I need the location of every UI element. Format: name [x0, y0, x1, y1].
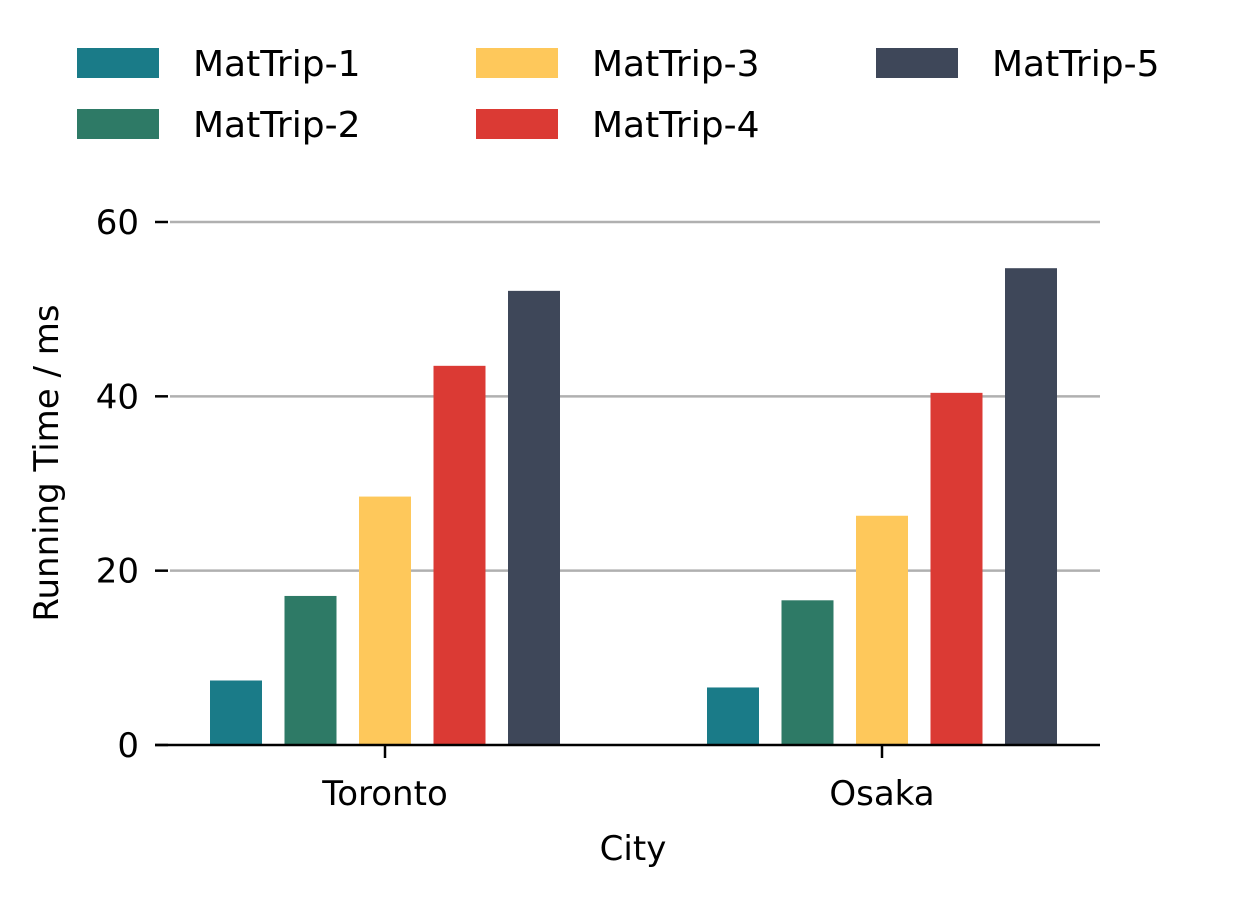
- bar-mattrip-4-toronto: [433, 365, 486, 745]
- bar-mattrip-2-osaka: [781, 600, 834, 745]
- bar-mattrip-1-toronto: [210, 680, 262, 745]
- bar-mattrip-5-osaka: [1005, 268, 1057, 745]
- legend-swatch-mattrip-2: [77, 109, 159, 139]
- bar-mattrip-3-toronto: [359, 496, 411, 745]
- y-tick-label-1: 20: [96, 552, 139, 592]
- legend-label-mattrip-5: MatTrip-5: [992, 44, 1159, 85]
- x-axis-label: City: [600, 829, 667, 869]
- y-tick-label-0: 0: [117, 726, 139, 766]
- legend-swatch-mattrip-3: [476, 48, 558, 78]
- bar-mattrip-4-osaka: [930, 392, 983, 745]
- x-tick-label-toronto: Toronto: [321, 774, 448, 814]
- legend-swatch-mattrip-1: [77, 48, 159, 78]
- legend-label-mattrip-4: MatTrip-4: [592, 105, 759, 146]
- legend: MatTrip-1 MatTrip-2 MatTrip-3 MatTrip-4 MatT…: [77, 44, 1159, 146]
- y-tick-label-3: 60: [96, 203, 139, 243]
- y-tick-label-2: 40: [96, 377, 139, 417]
- legend-label-mattrip-2: MatTrip-2: [193, 105, 360, 146]
- bars: [210, 268, 1057, 745]
- legend-swatch-mattrip-4: [476, 109, 558, 139]
- legend-label-mattrip-3: MatTrip-3: [592, 44, 759, 85]
- bar-mattrip-3-osaka: [856, 515, 908, 745]
- y-axis-label: Running Time / ms: [27, 304, 67, 621]
- axes: 0 20 40 60 Toronto Osaka: [96, 203, 1100, 814]
- legend-label-mattrip-1: MatTrip-1: [193, 44, 360, 85]
- x-tick-label-osaka: Osaka: [829, 774, 934, 814]
- legend-swatch-mattrip-5: [876, 48, 958, 78]
- bar-mattrip-5-toronto: [508, 290, 560, 745]
- bar-mattrip-1-osaka: [707, 687, 759, 745]
- bar-mattrip-2-toronto: [284, 595, 337, 745]
